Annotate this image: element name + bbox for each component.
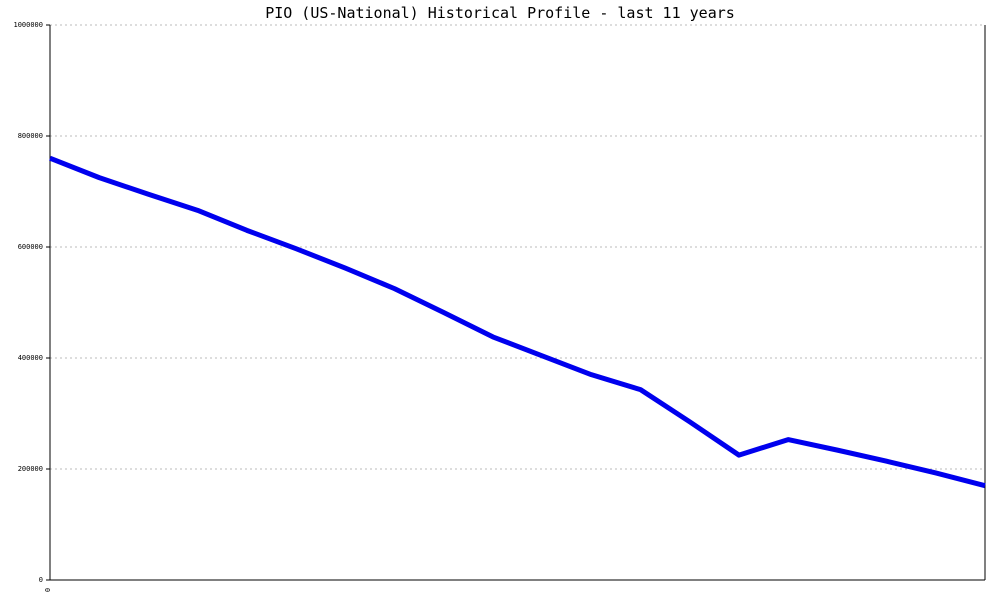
x-tick-labels: 0 xyxy=(44,588,52,592)
y-tick-label: 800000 xyxy=(18,132,43,140)
chart-title: PIO (US-National) Historical Profile - l… xyxy=(265,4,735,22)
y-tick-label: 200000 xyxy=(18,465,43,473)
y-tick-labels: 0 200000 400000 600000 800000 1000000 xyxy=(13,21,50,584)
y-tick-label: 600000 xyxy=(18,243,43,251)
y-tick-label: 0 xyxy=(39,576,43,584)
x-tick-label: 0 xyxy=(44,588,52,592)
axes xyxy=(49,25,986,581)
gridlines xyxy=(50,24,985,470)
series-layer xyxy=(49,155,986,489)
series-line xyxy=(49,155,986,489)
y-tick-label: 1000000 xyxy=(13,21,43,29)
y-tick-label: 400000 xyxy=(18,354,43,362)
